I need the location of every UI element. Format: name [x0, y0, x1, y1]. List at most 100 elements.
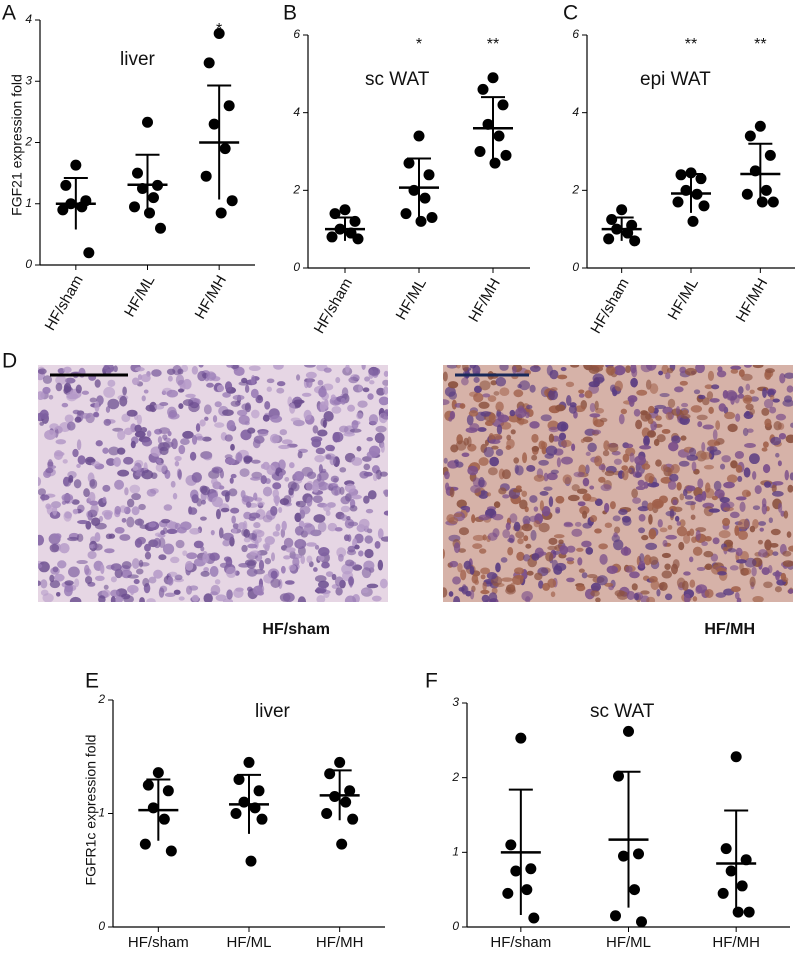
cell	[490, 380, 497, 386]
cell	[591, 429, 602, 435]
cell	[182, 430, 194, 439]
cell	[704, 563, 713, 571]
data-point	[515, 732, 527, 744]
cell	[721, 455, 731, 463]
cell	[358, 550, 364, 557]
cell	[693, 389, 701, 395]
data-point	[403, 157, 415, 169]
cell	[322, 419, 327, 428]
cell	[247, 543, 258, 549]
cell	[509, 409, 516, 417]
cell	[712, 429, 718, 441]
cell	[134, 430, 146, 438]
data-point	[618, 850, 629, 862]
cell	[244, 402, 252, 413]
cell	[679, 366, 687, 374]
cell	[361, 588, 369, 594]
cell	[683, 533, 691, 544]
cell	[706, 391, 714, 400]
cell	[479, 548, 487, 554]
cell	[325, 510, 331, 516]
annotation: sc WAT	[590, 701, 655, 722]
cell	[334, 576, 344, 587]
cell	[76, 439, 82, 451]
cell	[189, 527, 201, 535]
cell	[749, 525, 756, 533]
cell	[158, 537, 166, 549]
x-tick-label: HF/MH	[192, 272, 230, 322]
cell	[548, 433, 555, 443]
cell	[338, 553, 344, 562]
cell	[543, 486, 553, 491]
cell	[83, 488, 90, 498]
data-point	[419, 192, 431, 204]
cell	[371, 595, 382, 602]
cell	[730, 586, 741, 593]
cell	[612, 515, 621, 522]
cell	[517, 538, 524, 545]
cell	[154, 532, 162, 537]
cell	[626, 468, 632, 474]
data-point	[505, 839, 517, 851]
cell	[281, 439, 293, 445]
cell	[778, 502, 783, 513]
cell	[325, 454, 332, 460]
cell	[618, 508, 628, 516]
cell	[469, 589, 475, 600]
cell	[113, 365, 118, 373]
cell	[478, 476, 485, 488]
cell	[559, 545, 569, 555]
cell	[680, 435, 687, 441]
x-tick-label: HF/MH	[465, 275, 503, 325]
cell	[356, 412, 364, 420]
cell	[531, 553, 540, 561]
cell	[598, 476, 606, 483]
cell	[582, 510, 588, 519]
cell	[777, 460, 782, 467]
cell	[674, 515, 680, 522]
cell	[613, 526, 621, 534]
cell	[443, 548, 446, 559]
cell	[178, 403, 184, 410]
cell	[672, 559, 680, 570]
cell	[665, 412, 673, 421]
cell	[587, 574, 598, 579]
cell	[771, 484, 777, 493]
data-point	[329, 208, 341, 220]
cell	[278, 444, 290, 450]
cell	[697, 478, 704, 489]
cell	[621, 469, 629, 481]
cell	[529, 421, 540, 429]
cell	[761, 567, 770, 575]
cell	[270, 415, 283, 423]
cell	[641, 463, 651, 470]
data-point	[245, 855, 257, 867]
cell	[526, 465, 536, 472]
cell	[471, 574, 479, 584]
cell	[745, 383, 751, 391]
cell	[550, 469, 559, 475]
cell	[288, 487, 294, 496]
cell	[148, 522, 157, 528]
cell	[137, 374, 143, 380]
cell	[241, 544, 248, 553]
data-point	[493, 130, 505, 142]
cell	[303, 523, 316, 535]
cell	[727, 548, 737, 553]
cell	[764, 539, 772, 551]
cell	[140, 427, 148, 433]
cell	[144, 543, 151, 552]
cell	[127, 574, 139, 579]
cell	[178, 596, 185, 601]
cell	[595, 597, 601, 602]
data-point	[741, 188, 753, 200]
cell	[505, 522, 511, 531]
cell	[656, 434, 666, 443]
cell	[205, 371, 217, 381]
cell	[686, 454, 698, 461]
data-point	[219, 143, 231, 155]
data-point	[142, 116, 153, 128]
cell	[635, 419, 643, 430]
cell	[327, 522, 338, 532]
cell	[752, 596, 764, 602]
